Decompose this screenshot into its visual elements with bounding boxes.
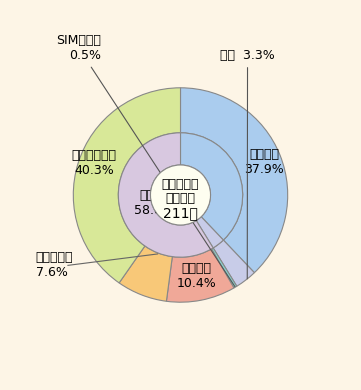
Circle shape (151, 165, 210, 225)
Text: 他人名義
58.8%: 他人名義 58.8% (134, 188, 174, 216)
Wedge shape (180, 133, 243, 240)
Text: 211件: 211件 (163, 206, 198, 220)
Wedge shape (180, 88, 288, 273)
Wedge shape (166, 249, 234, 302)
Text: プリペイド
7.6%: プリペイド 7.6% (36, 252, 73, 279)
Wedge shape (73, 88, 180, 283)
Wedge shape (212, 248, 237, 288)
Text: 不明  3.3%: 不明 3.3% (220, 49, 275, 279)
Wedge shape (196, 217, 223, 248)
Wedge shape (213, 240, 255, 286)
Text: 本人名義
37.9%: 本人名義 37.9% (244, 147, 284, 176)
Text: 携帯電話: 携帯電話 (165, 192, 196, 205)
Text: ポストペイド
40.3%: ポストペイド 40.3% (72, 149, 117, 177)
Text: レンタル
10.4%: レンタル 10.4% (177, 262, 216, 290)
Wedge shape (119, 246, 172, 301)
Text: SIMカード
0.5%: SIMカード 0.5% (56, 34, 235, 287)
Text: 被疑者所持: 被疑者所持 (162, 178, 199, 191)
Wedge shape (118, 133, 213, 257)
